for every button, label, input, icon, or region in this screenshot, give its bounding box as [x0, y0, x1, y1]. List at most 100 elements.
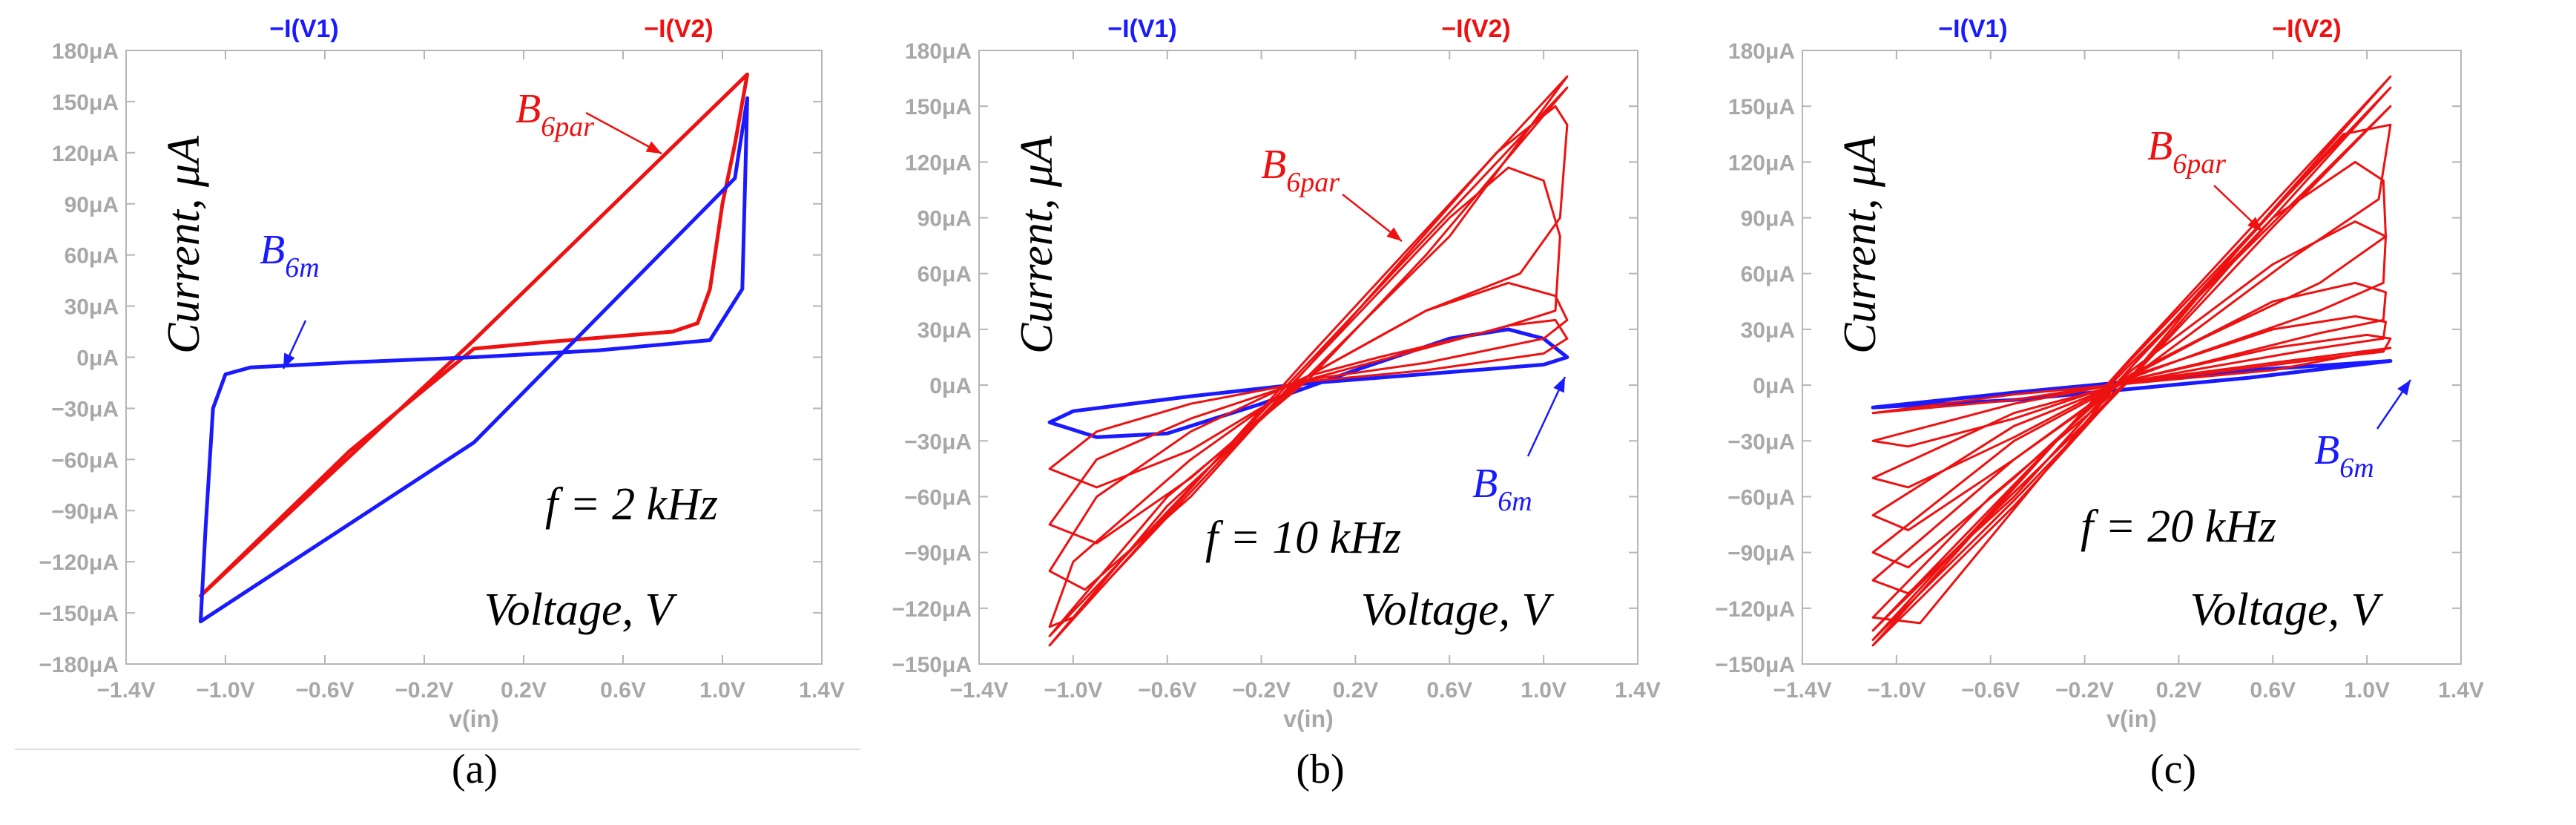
- x-tick-label: −0.6V: [1961, 678, 2020, 703]
- series-loop: [1048, 318, 1569, 489]
- y-tick-label: 30μA: [65, 295, 119, 320]
- annotation-label: B6par: [515, 86, 594, 142]
- y-tick-label: −120μA: [1715, 597, 1795, 622]
- y-tick-label: 120μA: [52, 142, 119, 166]
- arrow-head: [2397, 380, 2411, 396]
- legend-entry: −I(V1): [1107, 15, 1177, 43]
- y-tick-label: 180μA: [905, 39, 972, 64]
- annotation-label: B6par: [1261, 142, 1340, 198]
- frequency-label: f = 2 kHz: [545, 479, 718, 530]
- y-tick-label: −60μA: [1727, 485, 1795, 510]
- y-tick-label: −30μA: [1727, 430, 1795, 454]
- series-loop: [199, 96, 749, 624]
- series-loop: [1048, 86, 1569, 637]
- x-tick-label: −1.0V: [1867, 678, 1926, 703]
- series-loop: [1048, 166, 1561, 591]
- y-tick-label: 0μA: [929, 374, 972, 398]
- y-tick-label: −60μA: [51, 448, 119, 473]
- y-tick-label: 0μA: [1753, 374, 1795, 398]
- legend-entry: −I(V2): [1441, 15, 1511, 43]
- x-tick-label: −0.6V: [295, 678, 354, 703]
- y-tick-label: 150μA: [1728, 95, 1795, 119]
- x-tick-label: −1.4V: [949, 678, 1008, 703]
- plot-frame: [978, 50, 1638, 665]
- y-tick-label: 150μA: [905, 95, 972, 119]
- x-tick-label: −0.2V: [395, 678, 453, 703]
- series-group: [199, 72, 749, 624]
- y-axis-title: Current, μA: [1012, 135, 1062, 354]
- x-tick-label: 1.0V: [699, 678, 745, 703]
- arrow-head: [283, 352, 295, 369]
- series-loop: [1047, 327, 1569, 439]
- y-tick-label: −150μA: [892, 653, 972, 677]
- series-loop: [1871, 346, 2392, 415]
- annotation-label: B6m: [260, 227, 320, 283]
- y-tick-label: 60μA: [918, 263, 972, 287]
- y-tick-label: 180μA: [52, 39, 119, 64]
- frequency-label: f = 20 kHz: [2081, 502, 2276, 552]
- panel-caption: (a): [452, 746, 498, 792]
- annotation-label: B6m: [2314, 427, 2374, 484]
- series-loop: [1871, 123, 2392, 625]
- arrow-head: [1386, 227, 1402, 241]
- chart-panel-2: 180μA 150μA 120μA 90μA 60μA 30μA 0μA −30μA −60μA…: [892, 15, 1660, 792]
- y-tick-label: −90μA: [904, 542, 972, 566]
- x-tick-label: −0.6V: [1138, 678, 1196, 703]
- x-tick-label: −1.0V: [196, 678, 254, 703]
- series-loop: [199, 72, 749, 598]
- x-tick-label: 0.6V: [2250, 678, 2296, 703]
- y-axis-title: Current, μA: [1835, 135, 1885, 354]
- y-tick-label: 90μA: [918, 207, 972, 231]
- y-tick-label: 90μA: [1741, 207, 1795, 231]
- legend-entry: −I(V1): [1938, 15, 2008, 43]
- x-axis-label: v(in): [2106, 706, 2157, 732]
- legend-entry: −I(V2): [644, 15, 714, 43]
- x-tick-label: −1.4V: [96, 678, 155, 703]
- y-tick-label: −180μA: [39, 653, 119, 677]
- y-tick-label: 180μA: [1728, 39, 1795, 64]
- y-tick-label: 30μA: [1741, 318, 1795, 343]
- annotation-label: B6par: [2147, 123, 2226, 180]
- legend-entry: −I(V2): [2272, 15, 2342, 43]
- arrow-head: [1553, 377, 1565, 393]
- y-tick-label: 150μA: [52, 91, 119, 115]
- y-tick-label: −90μA: [51, 499, 119, 524]
- series-loop: [1048, 281, 1569, 545]
- x-axis-title: Voltage, V: [1361, 585, 1555, 635]
- x-tick-label: 0.2V: [1333, 678, 1379, 703]
- x-tick-label: 1.4V: [1615, 678, 1661, 703]
- arrow-head: [2247, 217, 2262, 231]
- series-group: [1871, 75, 2393, 647]
- plot-frame: [1802, 50, 2462, 665]
- x-tick-label: 0.2V: [2156, 678, 2202, 703]
- y-tick-label: 60μA: [65, 244, 119, 269]
- y-tick-label: 60μA: [1741, 263, 1795, 287]
- annotation-label: B6m: [1472, 461, 1532, 517]
- x-axis-title: Voltage, V: [2190, 585, 2384, 635]
- y-tick-label: 120μA: [905, 151, 972, 175]
- x-tick-label: 0.2V: [501, 678, 547, 703]
- y-tick-label: −120μA: [892, 597, 972, 622]
- y-tick-label: −150μA: [1715, 653, 1795, 677]
- x-tick-label: −0.2V: [1232, 678, 1291, 703]
- series-loop: [1871, 220, 2387, 569]
- y-tick-label: −30μA: [51, 397, 119, 421]
- legend-entry: −I(V1): [269, 15, 339, 43]
- y-tick-label: −60μA: [904, 485, 972, 510]
- x-tick-label: −1.4V: [1773, 678, 1831, 703]
- y-axis-title: Current, μA: [159, 135, 209, 354]
- y-tick-label: 90μA: [65, 193, 119, 217]
- y-tick-label: −150μA: [39, 602, 119, 626]
- y-tick-label: −120μA: [39, 550, 119, 575]
- x-tick-label: −1.0V: [1044, 678, 1102, 703]
- series-group: [1047, 75, 1569, 647]
- chart-panel-3: 180μA 150μA 120μA 90μA 60μA 30μA 0μA −30μA −60μA…: [1715, 15, 2483, 792]
- x-tick-label: 0.6V: [600, 678, 646, 703]
- arrow-head: [645, 141, 662, 154]
- y-tick-label: 0μA: [76, 346, 119, 371]
- y-tick-label: −30μA: [904, 430, 972, 454]
- series-loop: [1048, 75, 1569, 647]
- x-tick-label: −0.2V: [2055, 678, 2114, 703]
- x-tick-label: 1.4V: [799, 678, 845, 703]
- panel-caption: (c): [2150, 746, 2196, 792]
